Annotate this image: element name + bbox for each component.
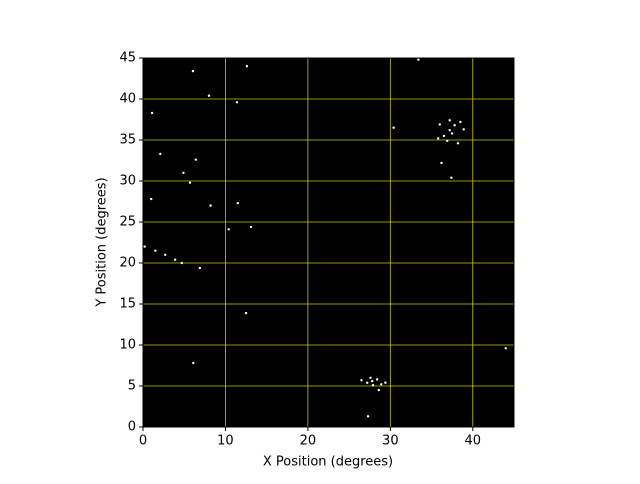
star-point [504, 347, 507, 350]
star-point [450, 176, 453, 179]
x-tick-label: 30 [382, 434, 399, 449]
y-tick-label: 45 [119, 51, 136, 66]
x-tick-label: 10 [217, 434, 234, 449]
star-point [192, 361, 195, 365]
x-axis-label: X Position (degrees) [263, 455, 393, 470]
star-point [436, 137, 440, 140]
star-point [371, 383, 375, 387]
star-point [440, 161, 443, 165]
plot-background [143, 58, 514, 427]
y-tick-label: 5 [128, 379, 136, 394]
star-point [143, 245, 146, 248]
star-point [154, 249, 157, 252]
star-point [450, 132, 454, 135]
star-point [370, 379, 374, 383]
y-tick-label: 35 [119, 133, 136, 148]
star-point [453, 124, 456, 127]
star-point [164, 253, 167, 256]
plot-frame [142, 57, 515, 428]
star-point [235, 101, 239, 104]
y-tick-label: 10 [119, 338, 136, 353]
star-point [182, 171, 185, 174]
star-point [459, 120, 462, 124]
star-point [244, 311, 248, 315]
star-point [375, 378, 379, 381]
star-point [366, 415, 370, 418]
star-point [191, 69, 195, 73]
star-point [384, 381, 387, 384]
star-point [417, 58, 420, 61]
star-point [188, 181, 192, 184]
star-point [377, 388, 380, 392]
y-axis-label: Y Position (degrees) [95, 177, 110, 307]
y-tick-label: 0 [128, 420, 136, 435]
star-point [448, 119, 451, 122]
star-point [249, 225, 253, 229]
star-point [392, 126, 395, 129]
star-point [369, 376, 372, 379]
star-point [159, 152, 162, 156]
x-tick-label: 40 [465, 434, 482, 449]
star-point [173, 258, 177, 261]
y-tick-label: 15 [119, 297, 136, 312]
star-point [448, 128, 451, 132]
star-point [180, 261, 183, 265]
star-point [360, 379, 363, 382]
star-point [462, 128, 465, 131]
star-point [366, 381, 369, 384]
star-point [438, 123, 441, 126]
star-point [198, 266, 202, 270]
star-point [236, 201, 240, 205]
star-point [209, 204, 212, 207]
star-point [150, 197, 153, 201]
star-point [150, 111, 154, 115]
star-point [380, 383, 383, 386]
star-point [442, 134, 446, 138]
star-point [245, 65, 249, 68]
star-point [207, 94, 211, 97]
y-tick-label: 25 [119, 215, 136, 230]
y-tick-label: 20 [119, 256, 136, 271]
star-point [227, 228, 230, 231]
star-point [194, 158, 197, 161]
x-tick-label: 0 [139, 434, 147, 449]
star-point [456, 142, 460, 145]
x-tick-label: 20 [300, 434, 317, 449]
y-tick-label: 40 [119, 92, 136, 107]
star-point [446, 139, 449, 143]
y-tick-label: 30 [119, 174, 136, 189]
